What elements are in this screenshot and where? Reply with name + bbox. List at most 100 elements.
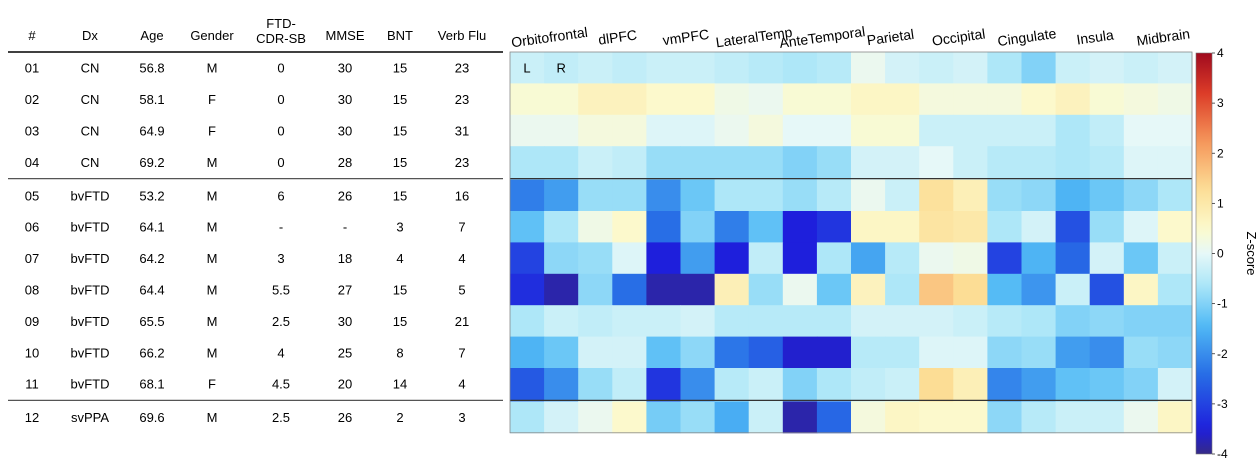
- heatmap-cell: [646, 401, 681, 434]
- heatmap-cell: [782, 83, 818, 116]
- heatmap-cell: [953, 305, 988, 338]
- heatmap-cell: [1123, 242, 1159, 275]
- heatmap-cell: [612, 83, 647, 116]
- table-cell: M: [207, 283, 218, 298]
- heatmap-cell: [851, 211, 886, 243]
- heatmap-cell: [1021, 336, 1057, 369]
- heatmap-cell: [987, 368, 1022, 402]
- heatmap-cell: [851, 336, 886, 369]
- table-cell: 16: [455, 188, 469, 203]
- table-cell: 08: [25, 283, 39, 298]
- heatmap-cell: [714, 368, 750, 402]
- colorbar-tick-label: -3: [1217, 397, 1228, 411]
- table-row: 12 svPPA 69.6 M 2.5 26 2 3: [25, 410, 466, 425]
- heatmap-cell: [646, 273, 681, 306]
- heatmap-cell: [646, 83, 681, 116]
- heatmap-cell: [1055, 114, 1091, 147]
- heatmap-cell: [987, 336, 1022, 369]
- table-cell: 15: [393, 61, 407, 76]
- table-cell: F: [208, 124, 216, 139]
- table-row: 06 bvFTD 64.1 M - - 3 7: [25, 220, 466, 235]
- heatmap-cell: [782, 401, 818, 434]
- table-cell: 4: [458, 377, 465, 392]
- heatmap-cell: [1157, 179, 1193, 212]
- heatmap-cell: [1123, 305, 1159, 338]
- heatmap-cell: [782, 242, 818, 275]
- table-cell: 64.1: [139, 220, 164, 235]
- table-cell: F: [208, 92, 216, 107]
- table-header-cell: Gender: [190, 28, 234, 43]
- table-cell: 18: [338, 251, 352, 266]
- heatmap-cell: [816, 401, 852, 434]
- heatmap-cell: [612, 52, 647, 84]
- heatmap-cell: [782, 211, 818, 243]
- heatmap-cell: [612, 368, 647, 402]
- heatmap-cell: [1123, 368, 1159, 402]
- heatmap-cell: [816, 368, 852, 402]
- heatmap-cell: [953, 336, 988, 369]
- table-cell: 0: [277, 124, 284, 139]
- heatmap-cell: [748, 336, 784, 369]
- table-cell: 26: [338, 188, 352, 203]
- table-cell: bvFTD: [71, 345, 110, 360]
- heatmap-cell: [987, 114, 1022, 147]
- table-row: 10 bvFTD 66.2 M 4 25 8 7: [25, 345, 466, 360]
- table-cell: F: [208, 377, 216, 392]
- table-cell: 23: [455, 61, 469, 76]
- table-cell: 4: [396, 251, 403, 266]
- table-cell: 2.5: [272, 410, 290, 425]
- table-header-cell: #: [28, 28, 36, 43]
- table-cell: 64.2: [139, 251, 164, 266]
- heatmap-cell: [816, 305, 852, 338]
- table-cell: 03: [25, 124, 39, 139]
- table-cell: 5.5: [272, 283, 290, 298]
- heatmap-cell: [1157, 83, 1193, 116]
- heatmap-cell: [612, 401, 647, 434]
- table-cell: M: [207, 188, 218, 203]
- table-cell: bvFTD: [71, 283, 110, 298]
- heatmap-cell: [953, 179, 988, 212]
- table-cell: 64.4: [139, 283, 164, 298]
- heatmap-cell: [646, 179, 681, 212]
- heatmap-cell: [1055, 179, 1091, 212]
- heatmap-cell: [578, 179, 613, 212]
- heatmap-cell: [1021, 242, 1057, 275]
- table-row: 01 CN 56.8 M 0 30 15 23: [25, 61, 469, 76]
- table-cell: 6: [277, 188, 284, 203]
- colorbar-gradient: [1195, 52, 1213, 455]
- heatmap-cell: [816, 179, 852, 212]
- heatmap-cell: [1021, 273, 1057, 306]
- heatmap-cell: [748, 83, 784, 116]
- heatmap-cell: [851, 179, 886, 212]
- heatmap-cell: [748, 179, 784, 212]
- table-cell: 3: [458, 410, 465, 425]
- heatmap-cell: [612, 273, 647, 306]
- heatmap-cell: [885, 242, 920, 275]
- table-cell: 15: [393, 124, 407, 139]
- table-row: 11 bvFTD 68.1 F 4.5 20 14 4: [25, 377, 465, 392]
- heatmap-cell: [646, 114, 681, 147]
- heatmap-cell: [782, 368, 818, 402]
- heatmap-cell: [919, 211, 954, 243]
- heatmap-cell: [578, 305, 613, 338]
- table-cell: M: [207, 251, 218, 266]
- heatmap-cell: [1157, 273, 1193, 306]
- heatmap-cell: [782, 305, 818, 338]
- heatmap-cell: [680, 52, 716, 84]
- heatmap-cell: [1089, 114, 1125, 147]
- table-row: 04 CN 69.2 M 0 28 15 23: [25, 155, 469, 170]
- table-cell: 15: [393, 188, 407, 203]
- colorbar-tick-label: 0: [1217, 247, 1224, 261]
- heatmap-cell: [1157, 211, 1193, 243]
- heatmap-cell: [578, 368, 613, 402]
- table-cell: 25: [338, 345, 352, 360]
- table-row: 05 bvFTD 53.2 M 6 26 15 16: [25, 188, 469, 203]
- heatmap-cell: [680, 242, 716, 275]
- heatmap-cell: [851, 146, 886, 181]
- heatmap-cell: [1055, 83, 1091, 116]
- heatmap-cell: [1123, 401, 1159, 434]
- heatmap-cell: [851, 305, 886, 338]
- heatmap-cell: [1089, 83, 1125, 116]
- table-cell: 15: [393, 155, 407, 170]
